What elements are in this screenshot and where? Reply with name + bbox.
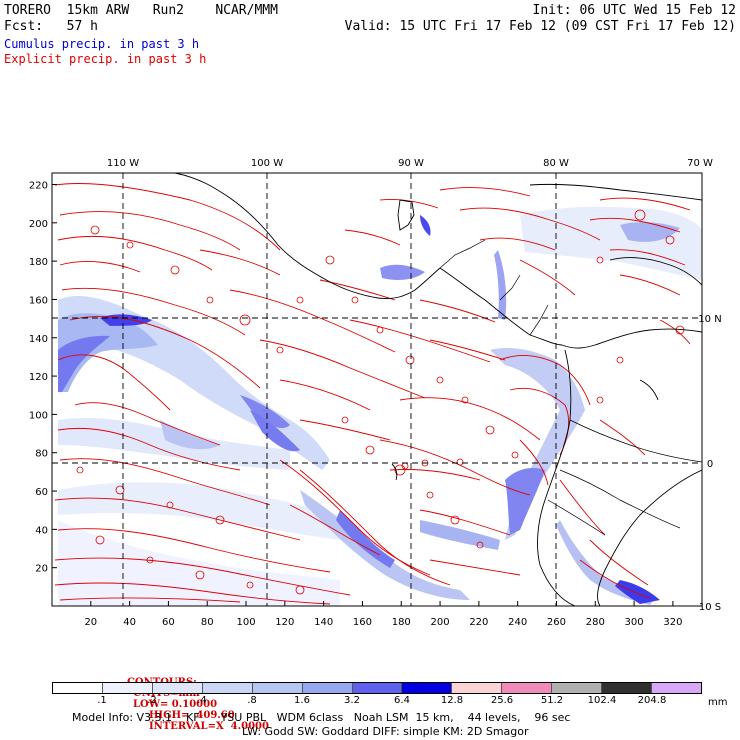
model-title: TORERO 15km ARW Run2 NCAR/MMM	[4, 3, 278, 18]
x-tick-label: 260	[547, 617, 566, 628]
x-tick-label: 200	[431, 617, 450, 628]
x-tick-label: 160	[353, 617, 372, 628]
colorbar-label: .2	[147, 695, 157, 706]
colorbar-swatch	[451, 683, 502, 693]
colorbar-swatch	[351, 683, 402, 693]
colorbar-unit: mm	[708, 697, 728, 708]
explicit-legend-label: Explicit precip. in past 3 h	[4, 52, 207, 66]
valid-time: Valid: 15 UTC Fri 17 Feb 12 (09 CST Fri …	[344, 19, 736, 34]
longitude-label: 110 W	[107, 158, 139, 169]
y-tick-label: 180	[29, 257, 48, 268]
colorbar-label: .4	[197, 695, 207, 706]
y-tick-label: 200	[29, 219, 48, 230]
colorbar-label: 1.6	[294, 695, 310, 706]
colorbar-swatch	[401, 683, 452, 693]
explicit-precip-contours	[54, 183, 691, 605]
y-tick-label: 80	[35, 449, 48, 460]
colorbar-swatch	[251, 683, 302, 693]
colorbar-label: 25.6	[490, 695, 514, 706]
y-tick-label: 160	[29, 295, 48, 306]
colorbar-swatch	[651, 683, 701, 693]
x-tick-label: 60	[162, 617, 175, 628]
colorbar-label: 102.4	[587, 695, 617, 706]
colorbar	[52, 682, 702, 694]
colorbar-swatch	[501, 683, 552, 693]
x-tick-label: 140	[314, 617, 333, 628]
x-tick-label: 300	[625, 617, 644, 628]
y-tick-label: 140	[29, 334, 48, 345]
country-borders	[439, 239, 702, 536]
graticule	[52, 173, 702, 606]
init-time: Init: 06 UTC Wed 15 Feb 12	[532, 3, 737, 18]
x-tick-label: 120	[275, 617, 294, 628]
forecast-hour: Fcst: 57 h	[4, 19, 98, 34]
coastlines	[174, 173, 702, 606]
contours-high: HIGH= 409.60	[148, 710, 235, 721]
x-tick-label: 40	[123, 617, 136, 628]
y-axis-ticks: 220 200 180 160 140 120 100 80 60 40 20	[29, 180, 57, 575]
colorbar-swatch	[201, 683, 252, 693]
x-tick-label: 320	[663, 617, 682, 628]
x-tick-label: 180	[392, 617, 411, 628]
y-tick-label: 100	[29, 410, 48, 421]
colorbar-swatch	[53, 683, 102, 693]
model-info-line1: Model Info: V3.3.1 KF YSU PBL WDM 6class…	[72, 711, 571, 724]
x-tick-label: 100	[236, 617, 255, 628]
y-tick-label: 40	[35, 525, 48, 536]
contours-low: LOW= 0.10000	[132, 699, 218, 710]
map-frame	[51, 172, 703, 607]
latitude-label: 0	[707, 459, 713, 470]
longitude-label: 100 W	[251, 158, 283, 169]
colorbar-swatch	[551, 683, 602, 693]
colorbar-label: .8	[247, 695, 257, 706]
colorbar-label: .1	[97, 695, 107, 706]
colorbar-swatch	[601, 683, 652, 693]
explicit-precip-cells	[76, 209, 685, 595]
colorbar-label: 12.8	[440, 695, 464, 706]
latitude-label: 10 S	[699, 602, 721, 613]
y-tick-label: 60	[35, 487, 48, 498]
x-tick-label: 280	[586, 617, 605, 628]
cumulus-legend-label: Cumulus precip. in past 3 h	[4, 37, 200, 51]
contours-interval: INTERVAL=X 4.0000	[148, 721, 269, 732]
x-tick-label: 240	[508, 617, 527, 628]
colorbar-label: 204.8	[637, 695, 667, 706]
model-info-line2: LW: Godd SW: Goddard DIFF: simple KM: 2D…	[242, 725, 529, 738]
longitude-labels: 110 W 100 W 90 W 80 W 70 W	[107, 158, 713, 169]
colorbar-label: 3.2	[344, 695, 360, 706]
cumulus-precip-fields	[58, 206, 702, 606]
x-tick-label: 80	[201, 617, 214, 628]
colorbar-label: 6.4	[394, 695, 410, 706]
y-tick-label: 120	[29, 372, 48, 383]
longitude-label: 70 W	[687, 158, 713, 169]
colorbar-labels: .1 .2 .4 .8 1.6 3.2 6.4 12.8 25.6 51.2 102.4 204.8	[52, 695, 702, 709]
latitude-label: 10 N	[698, 314, 721, 325]
x-tick-label: 220	[469, 617, 488, 628]
x-tick-label: 20	[84, 617, 97, 628]
colorbar-swatch	[101, 683, 152, 693]
colorbar-swatch	[301, 683, 352, 693]
colorbar-label: 51.2	[540, 695, 564, 706]
x-axis-ticks: 20 40 60 80 100 120 140 160 180 200 220 240 260 280 30…	[84, 601, 682, 628]
latitude-labels: 10 N 0 10 S	[698, 314, 721, 613]
y-tick-label: 220	[29, 180, 48, 191]
colorbar-swatch	[151, 683, 202, 693]
y-tick-label: 20	[35, 564, 48, 575]
longitude-label: 80 W	[543, 158, 569, 169]
longitude-label: 90 W	[398, 158, 424, 169]
